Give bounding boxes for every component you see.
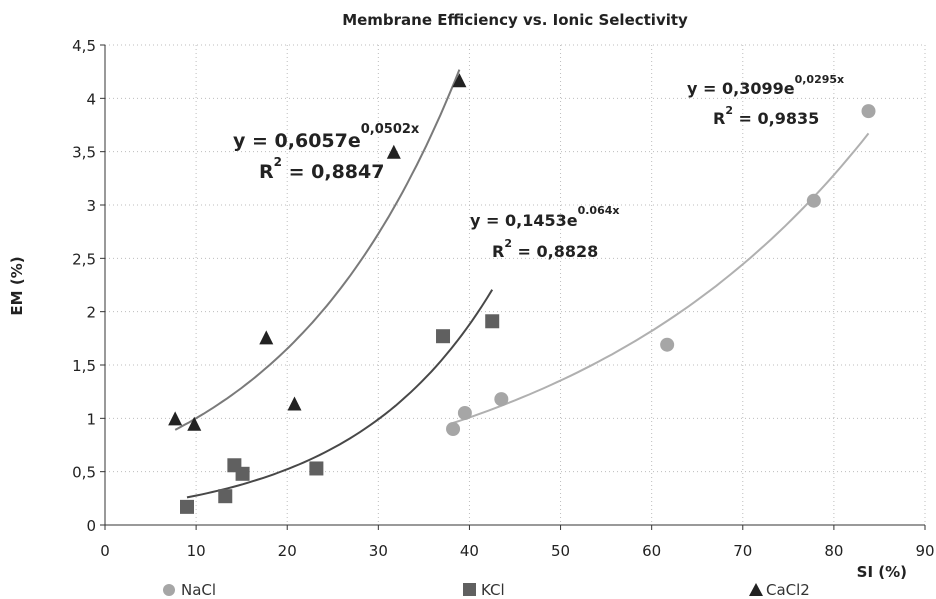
y-tick-label: 4 (86, 90, 96, 108)
y-tick-label: 3,5 (72, 144, 96, 162)
equation-kcl: y = 0,1453e0.064x R2 = 0,8828 (470, 204, 619, 261)
legend-label-cacl2: CaCl2 (766, 581, 810, 599)
y-tick-label: 1,5 (72, 357, 96, 375)
r2-cacl2-sup: 2 (274, 155, 282, 169)
axes (104, 45, 925, 526)
legend-marker-cacl2 (749, 583, 763, 596)
x-tick-label: 70 (733, 542, 752, 560)
legend-item-nacl: NaCl (163, 581, 216, 599)
trendline-kcl (186, 289, 494, 499)
point-nacl (457, 406, 472, 420)
svg-text:y = 0,6057e0,0502x: y = 0,6057e0,0502x (233, 122, 420, 152)
legend-label-kcl: KCl (481, 581, 505, 599)
x-tick-label: 0 (100, 542, 110, 560)
y-tick-label: 0 (86, 517, 96, 535)
trendline-cacl2 (174, 69, 461, 431)
y-tick-label: 2,5 (72, 250, 96, 268)
equation-kcl-main: y = 0,1453e (470, 211, 578, 230)
equation-cacl2-main: y = 0,6057e (233, 130, 361, 152)
point-cacl2 (386, 144, 401, 159)
equation-nacl: y = 0,3099e0,0295x R2 = 0,9835 (687, 73, 844, 128)
point-nacl (861, 104, 876, 119)
svg-text:R2 = 0,9835: R2 = 0,9835 (713, 104, 819, 128)
point-kcl (235, 466, 250, 481)
point-cacl2 (287, 396, 302, 411)
equation-cacl2-exponent: 0,0502x (361, 122, 420, 137)
point-kcl (218, 489, 233, 504)
point-nacl (494, 392, 509, 407)
x-tick-label: 90 (915, 542, 934, 560)
x-axis-label: SI (%) (857, 563, 907, 581)
svg-text:y = 0,1453e0.064x: y = 0,1453e0.064x (470, 204, 619, 230)
point-cacl2 (187, 416, 202, 431)
point-nacl (806, 193, 821, 208)
r2-cacl2-value: = 0,8847 (282, 161, 384, 183)
x-tick-label: 60 (642, 542, 661, 560)
legend-label-nacl: NaCl (181, 581, 216, 599)
legend-item-kcl: KCl (463, 581, 505, 599)
point-cacl2 (168, 411, 183, 426)
x-tick-label: 20 (278, 542, 297, 560)
chart-title: Membrane Efficiency vs. Ionic Selectivit… (342, 11, 688, 29)
equation-cacl2: y = 0,6057e0,0502x R2 = 0,8847 (233, 122, 420, 183)
r2-kcl-value: = 0,8828 (512, 242, 598, 261)
r2-nacl-value: = 0,9835 (733, 109, 819, 128)
x-tick-label: 10 (187, 542, 206, 560)
legend: NaCl KCl CaCl2 (163, 581, 810, 599)
legend-item-cacl2: CaCl2 (749, 581, 810, 599)
point-cacl2 (259, 330, 274, 345)
point-kcl (485, 314, 500, 329)
x-tick-label: 80 (824, 542, 843, 560)
x-tick-label: 50 (551, 542, 570, 560)
equation-nacl-exponent: 0,0295x (795, 73, 845, 86)
legend-marker-nacl (163, 584, 175, 596)
r2-kcl-sup: 2 (504, 237, 512, 250)
equation-nacl-main: y = 0,3099e (687, 79, 795, 98)
point-cacl2 (452, 73, 467, 88)
y-tick-label: 2 (86, 304, 96, 322)
x-tick-label: 30 (369, 542, 388, 560)
svg-text:y = 0,3099e0,0295x: y = 0,3099e0,0295x (687, 73, 844, 98)
data-points (168, 73, 876, 514)
trendline-nacl (452, 132, 870, 424)
y-axis-label: EM (%) (8, 256, 26, 315)
y-tick-label: 4,5 (72, 37, 96, 55)
y-tick-label: 3 (86, 197, 96, 215)
r2-cacl2-label: R (259, 161, 274, 183)
point-kcl (309, 461, 324, 476)
point-nacl (660, 337, 675, 352)
x-tick-label: 40 (460, 542, 479, 560)
x-tick-labels: 0 10 20 30 40 50 60 70 80 90 (100, 542, 934, 560)
r2-nacl-label: R (713, 109, 725, 128)
svg-text:R2 = 0,8828: R2 = 0,8828 (492, 237, 598, 261)
y-tick-label: 1 (86, 410, 96, 428)
point-kcl (436, 329, 451, 344)
y-tick-labels: 0 0,5 1 1,5 2 2,5 3 3,5 4 4,5 (72, 37, 96, 535)
point-nacl (446, 422, 461, 436)
point-kcl (180, 499, 194, 514)
legend-marker-kcl (463, 583, 476, 596)
r2-kcl-label: R (492, 242, 504, 261)
svg-text:R2 = 0,8847: R2 = 0,8847 (259, 155, 384, 183)
y-tick-label: 0,5 (72, 464, 96, 482)
trendlines (174, 69, 870, 499)
equation-kcl-exponent: 0.064x (578, 204, 620, 217)
r2-nacl-sup: 2 (725, 104, 733, 117)
